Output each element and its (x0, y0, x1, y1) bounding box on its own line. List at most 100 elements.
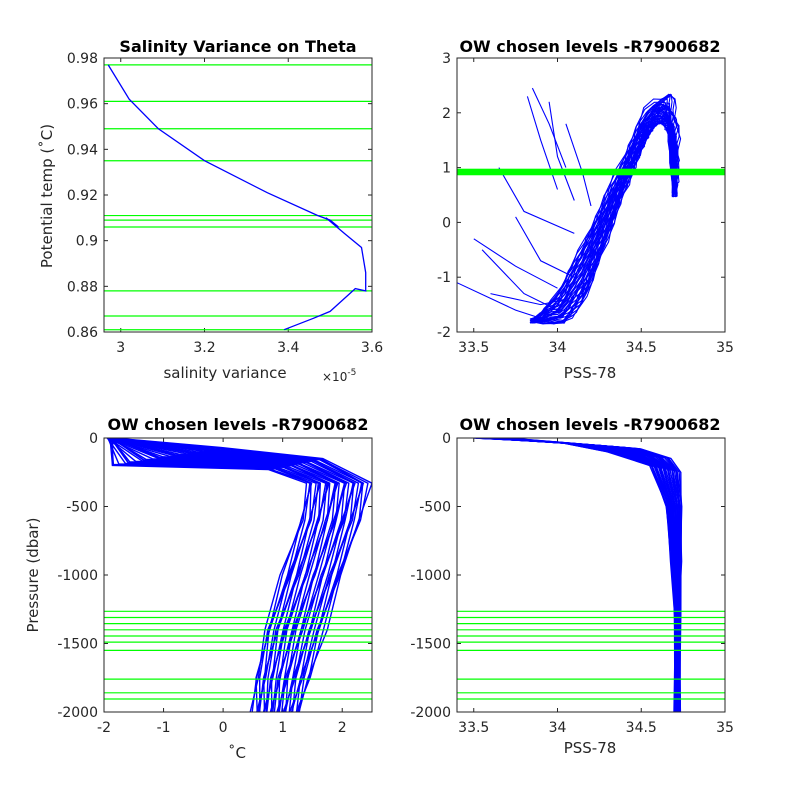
pressure-profile-line (486, 438, 679, 712)
pressure-profile-line (503, 438, 682, 712)
pressure-profile-line (488, 438, 679, 712)
pressure-profile-line (494, 438, 680, 712)
panel-4-xlabel: PSS-78 (564, 739, 617, 757)
y-tick-label: 0.88 (67, 279, 98, 295)
panel-4-title: OW chosen levels -R7900682 (459, 415, 720, 434)
pressure-profile-line (108, 438, 346, 712)
pressure-profile-line (494, 438, 680, 712)
x-tick-label: 35 (716, 720, 734, 736)
x-tick-label: 35 (716, 340, 734, 356)
ts-profile-line (565, 123, 592, 207)
x-tick-label: 34.5 (626, 340, 657, 356)
y-tick-label: -1500 (410, 637, 451, 653)
x-tick-label: 3.6 (361, 340, 383, 356)
y-tick-label: -1000 (57, 568, 98, 584)
ts-profile-line (531, 87, 567, 168)
pressure-profile-line (107, 438, 320, 712)
ts-profile-line (532, 93, 682, 320)
x-tick-label: 1 (278, 720, 287, 736)
plot-marks (104, 64, 372, 331)
y-tick-label: -1500 (57, 637, 98, 653)
ts-profile-line (530, 103, 674, 325)
y-tick-label: 0.86 (67, 325, 98, 341)
ts-profile-line (457, 282, 550, 322)
y-tick-label: -1 (437, 270, 451, 286)
x-tick-label: 3.4 (277, 340, 299, 356)
variance-profile-line (107, 64, 367, 331)
x-tick-label: 2 (338, 720, 347, 736)
panel-pressure-temperature: OW chosen levels -R7900682 -2 -1 0 1 2 -2000 -… (24, 415, 373, 762)
y-tick-label: 0 (89, 431, 98, 447)
y-tick-label: -2000 (57, 705, 98, 721)
ts-profile-line (490, 293, 567, 306)
pressure-profile-line (480, 438, 677, 712)
panel-1-x-exponent-base: ×10 (322, 370, 347, 384)
ts-profile-line (533, 105, 678, 323)
y-tick-label: 0.92 (67, 188, 98, 204)
pressure-profile-line (499, 438, 681, 712)
ts-profile-line (529, 103, 676, 324)
pressure-profile-line (491, 438, 680, 712)
pressure-profile-line (499, 438, 681, 712)
y-tick-label: 0 (442, 431, 451, 447)
pressure-profile-line (493, 438, 680, 712)
panel-2-xlabel: PSS-78 (564, 364, 617, 382)
x-tick-label: 33.5 (458, 340, 489, 356)
x-tick-label: 3 (116, 340, 125, 356)
panel-2-plot-area: 33.5 34 34.5 35 -2 -1 0 1 2 3 (437, 51, 734, 356)
pressure-profile-line (111, 438, 356, 712)
pressure-profile-line (485, 438, 679, 712)
chosen-level-band (457, 168, 725, 176)
panel-ts-chosen-levels: OW chosen levels -R7900682 33.5 34 34.5 35 -… (437, 37, 734, 382)
plot-marks (104, 438, 372, 712)
ts-profile-line (515, 216, 575, 278)
ts-profile-line (534, 120, 676, 322)
ts-profile-line (548, 101, 575, 201)
pressure-profile-line (485, 438, 678, 712)
x-tick-label: 3.2 (193, 340, 215, 356)
ts-profile-line (481, 249, 558, 311)
pressure-profile-line (501, 438, 681, 712)
y-tick-label: 3 (442, 51, 451, 67)
pressure-profile-line (508, 438, 682, 712)
y-tick-label: -2000 (410, 705, 451, 721)
pressure-profile-line (499, 438, 680, 712)
x-tick-label: 34.5 (626, 720, 657, 736)
pressure-profile-line (107, 438, 363, 712)
panel-2-title: OW chosen levels -R7900682 (459, 37, 720, 56)
axes-frame (103, 437, 373, 713)
panel-3-title: OW chosen levels -R7900682 (107, 415, 368, 434)
panel-1-x-exponent: ×10-5 (322, 368, 356, 384)
y-tick-label: 0.94 (67, 142, 98, 158)
y-tick-label: -500 (66, 500, 98, 516)
panel-1-x-exponent-power: -5 (347, 368, 356, 378)
y-tick-label: -500 (419, 500, 451, 516)
y-tick-label: 0 (442, 215, 451, 231)
pressure-profile-line (498, 438, 680, 712)
y-tick-label: 0.9 (76, 234, 98, 250)
x-tick-label: -1 (157, 720, 171, 736)
pressure-profile-line (480, 438, 677, 712)
axes-frame (456, 437, 726, 713)
axes-frame (103, 57, 373, 333)
y-tick-label: 0.98 (67, 51, 98, 67)
pressure-profile-line (476, 438, 677, 712)
x-tick-label: 34 (549, 720, 567, 736)
x-tick-label: -2 (97, 720, 111, 736)
pressure-profile-line (476, 438, 677, 712)
plot-marks (457, 87, 725, 325)
x-tick-label: 33.5 (458, 720, 489, 736)
y-tick-label: 1 (442, 161, 451, 177)
pressure-profile-line (473, 438, 677, 712)
axes-frame (456, 57, 726, 333)
pressure-profile-line (483, 438, 678, 712)
ts-profile-line (534, 101, 677, 325)
y-tick-label: 2 (442, 106, 451, 122)
panel-salinity-variance: Salinity Variance on Theta 3 3.2 3.4 3.6 0.8… (38, 37, 383, 384)
ts-profile-line (498, 167, 575, 234)
panel-4-plot-area: 33.5 34 34.5 35 -2000 -1500 -1000 -500 0 (410, 431, 734, 736)
pressure-profile-line (108, 438, 354, 712)
panel-1-plot-area: 3 3.2 3.4 3.6 0.86 0.88 0.9 0.92 0.94 0.96 0.98 (67, 51, 383, 356)
pressure-profile-line (496, 438, 680, 712)
